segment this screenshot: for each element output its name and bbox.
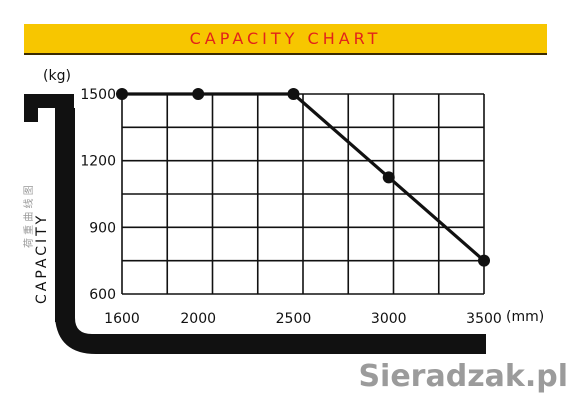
fork-blade [55, 318, 486, 354]
y-axis-title: CAPACITY [34, 213, 50, 304]
chart-title-banner: CAPACITY CHART [24, 24, 547, 55]
x-unit-label: (mm) [506, 309, 544, 325]
chart-grid [121, 93, 485, 295]
y-tick-label: 900 [89, 220, 116, 236]
fork-shank [55, 108, 75, 322]
x-tick-label: 2500 [276, 311, 312, 327]
x-tick-label: 1600 [104, 311, 140, 327]
x-tick-label: 3000 [371, 311, 407, 327]
series-point [287, 88, 300, 100]
series-point [478, 254, 490, 267]
fork-top-bar [24, 94, 74, 108]
series-point [116, 88, 128, 100]
series-group [116, 88, 490, 267]
y-tick-label: 600 [89, 287, 116, 303]
y-tick-labels: 600 900 1200 1500 [80, 87, 116, 303]
forklift-fork-silhouette [24, 94, 486, 354]
y-unit-label: (kg) [43, 68, 71, 84]
y-tick-label: 1200 [80, 154, 116, 170]
fork-top-hook [24, 108, 38, 122]
x-tick-label: 2000 [180, 311, 216, 327]
series-point [382, 171, 395, 184]
series-point [192, 88, 205, 100]
y-tick-label: 1500 [80, 87, 116, 103]
chart-title: CAPACITY CHART [189, 29, 382, 48]
faint-side-text: 荷 重 曲 线 图 [22, 185, 35, 248]
watermark-logo: Sieradzak.pl [358, 359, 568, 394]
x-tick-labels: 1600 2000 2500 3000 3500 [104, 311, 502, 327]
x-tick-label: 3500 [466, 311, 502, 327]
